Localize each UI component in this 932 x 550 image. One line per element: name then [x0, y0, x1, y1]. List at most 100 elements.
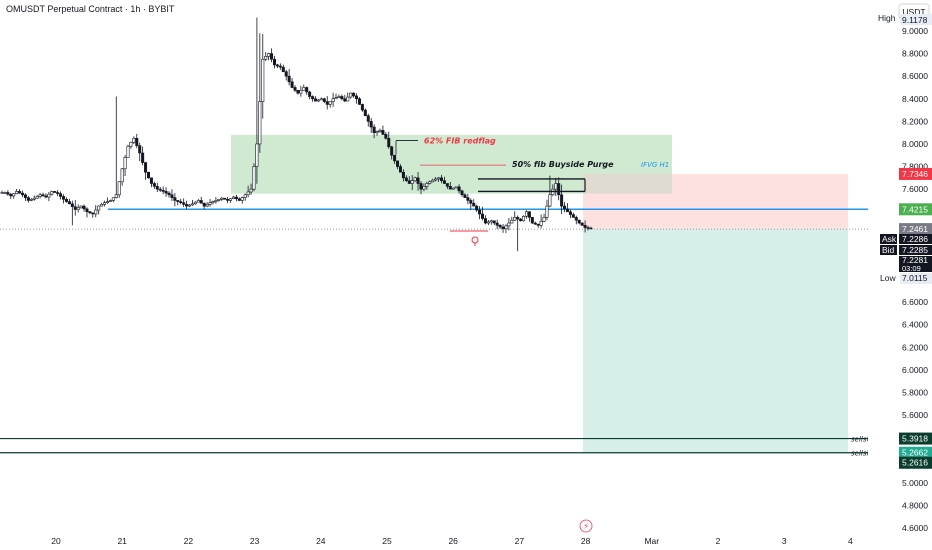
candle-down: [519, 218, 523, 222]
candle-down: [170, 194, 174, 198]
y-tick-label: 8.0000: [902, 139, 928, 149]
candle-down: [173, 197, 177, 201]
target-price-tag: 7.7346: [902, 169, 928, 179]
candle-down: [26, 197, 30, 201]
candle-down: [571, 214, 575, 218]
x-tick-label: 25: [382, 536, 392, 546]
candle-down: [152, 183, 156, 187]
candle-up: [331, 98, 335, 102]
candle-down: [366, 115, 370, 122]
candle-up: [539, 221, 543, 226]
x-tick-label: 27: [515, 536, 525, 546]
candle-up: [240, 197, 244, 201]
candle-down: [577, 219, 581, 224]
candle-down: [363, 109, 367, 117]
y-tick-label: 5.6000: [902, 410, 928, 420]
candle-down: [161, 189, 165, 192]
candle-down: [360, 104, 364, 111]
candle-up: [217, 199, 221, 201]
candle-up: [243, 194, 247, 198]
high-value-bg: [900, 14, 932, 25]
candle-down: [495, 222, 499, 226]
candle-down: [583, 224, 587, 228]
x-tick-label: 23: [250, 536, 260, 546]
candle-down: [501, 226, 505, 229]
candle-up: [38, 194, 42, 197]
candle-up: [32, 197, 36, 200]
ask-value-bg: [899, 234, 932, 244]
candle-up: [349, 92, 353, 98]
candle-down: [270, 53, 274, 60]
candle-up: [302, 87, 306, 91]
candle-down: [164, 191, 168, 194]
candle-down: [296, 90, 300, 94]
candle-down: [565, 208, 569, 213]
y-tick-label: 4.8000: [902, 500, 928, 510]
x-tick-label: 24: [316, 536, 326, 546]
candle-down: [481, 213, 485, 219]
y-tick-label: 8.6000: [902, 71, 928, 81]
sellside-tag-3: 5.2616: [902, 458, 928, 468]
candle-down: [568, 211, 572, 215]
candle-up: [489, 220, 493, 223]
candle-up: [375, 131, 379, 133]
low-value-bg: [900, 273, 932, 284]
candle-up: [255, 143, 259, 167]
candle-down: [290, 81, 294, 88]
candle-up: [120, 168, 124, 183]
candle-up: [425, 183, 429, 187]
candle-down: [281, 66, 285, 72]
candle-down: [141, 152, 145, 163]
candle-down: [167, 192, 171, 196]
candle-up: [100, 204, 104, 207]
candle-down: [384, 134, 388, 139]
candle-down: [314, 98, 318, 102]
candle-down: [445, 183, 449, 187]
candle-down: [492, 220, 496, 224]
candle-up: [513, 217, 517, 221]
candle-up: [437, 177, 441, 180]
candle-down: [343, 98, 347, 102]
candle-down: [226, 199, 230, 201]
candle-down: [407, 180, 411, 184]
lightning-icon[interactable]: [579, 519, 593, 533]
candle-down: [498, 224, 502, 228]
blue-level-tag: 7.4215: [902, 204, 928, 214]
sellside-tag-2: 5.2662: [902, 448, 928, 458]
candle-down: [67, 201, 71, 205]
candle-up: [3, 192, 7, 194]
candle-up: [12, 193, 16, 197]
candle-up: [29, 199, 33, 201]
candle-up: [0, 192, 4, 194]
candle-down: [155, 186, 159, 190]
candle-down: [483, 218, 487, 224]
candle-down: [536, 223, 540, 226]
x-tick-label: 20: [51, 536, 61, 546]
candle-up: [510, 219, 514, 224]
candle-down: [202, 202, 206, 207]
teal-zone: [583, 229, 848, 453]
candle-up: [208, 202, 212, 205]
candle-down: [574, 217, 578, 221]
candle-up: [504, 225, 508, 229]
candle-down: [234, 196, 238, 200]
candle-down: [387, 138, 391, 148]
candle-down: [144, 162, 148, 173]
candle-down: [530, 217, 534, 224]
candle-up: [334, 97, 338, 100]
candle-up: [214, 200, 218, 202]
candle-up: [35, 196, 39, 199]
chart-title: OMUSDT Perpetual Contract · 1h · BYBIT: [6, 4, 175, 14]
candle-up: [524, 211, 528, 217]
ask-label: Ask: [882, 234, 897, 244]
candle-down: [586, 227, 590, 229]
currency-button-label[interactable]: USDT: [902, 7, 925, 17]
last-price-tag: 7.2461: [902, 224, 928, 234]
candle-down: [82, 205, 86, 210]
candle-up: [108, 200, 112, 202]
candle-down: [305, 87, 309, 93]
candle-down: [21, 192, 25, 196]
candle-up: [454, 186, 458, 189]
candle-up: [196, 200, 200, 203]
